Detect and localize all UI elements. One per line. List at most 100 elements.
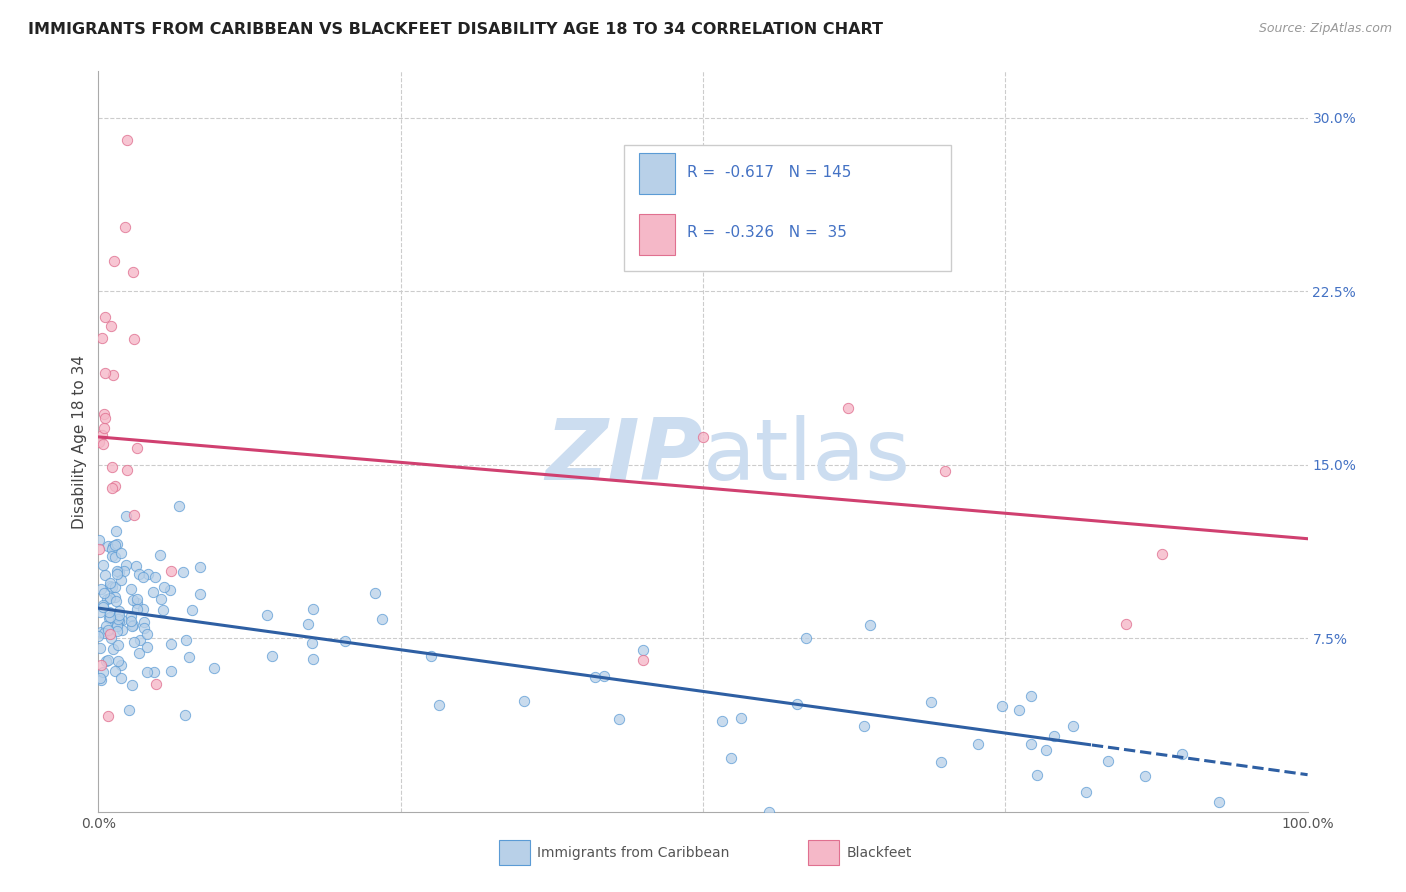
Point — [107, 654, 129, 668]
Point — [127, 597, 149, 611]
Point — [117, 133, 139, 147]
FancyBboxPatch shape — [638, 214, 675, 255]
Point — [89, 671, 111, 685]
Point — [692, 430, 714, 444]
Point — [152, 603, 174, 617]
Point — [101, 541, 124, 556]
Point — [89, 605, 111, 619]
Point — [101, 460, 124, 475]
Point — [159, 582, 181, 597]
Point — [934, 464, 956, 478]
Point — [124, 508, 146, 523]
Y-axis label: Disability Age 18 to 34: Disability Age 18 to 34 — [72, 354, 87, 529]
Point — [101, 539, 124, 553]
Point — [104, 538, 127, 552]
Point — [93, 626, 115, 640]
Point — [720, 750, 742, 764]
Text: R =  -0.617   N = 145: R = -0.617 N = 145 — [688, 164, 852, 179]
Point — [145, 677, 167, 691]
Point — [107, 608, 129, 623]
Point — [153, 580, 176, 594]
Point — [607, 712, 630, 726]
Point — [149, 548, 172, 562]
Point — [108, 604, 131, 618]
Point — [94, 366, 117, 380]
Point — [121, 593, 143, 607]
Point — [1170, 747, 1192, 761]
Point — [1062, 719, 1084, 733]
Point — [172, 565, 194, 579]
Point — [136, 665, 159, 679]
Point — [128, 646, 150, 660]
Point — [181, 603, 204, 617]
Point — [297, 617, 319, 632]
Point — [98, 627, 121, 641]
Point — [1097, 754, 1119, 768]
Point — [105, 594, 128, 608]
Point — [105, 537, 128, 551]
Point — [93, 586, 115, 600]
Point — [1133, 769, 1156, 783]
Point — [122, 617, 145, 632]
Point — [143, 665, 166, 680]
Point — [97, 623, 120, 637]
Point — [108, 614, 131, 628]
Point — [859, 618, 882, 632]
Point — [91, 665, 114, 679]
Point — [117, 463, 139, 477]
Point — [98, 579, 121, 593]
Point — [128, 567, 150, 582]
Point — [91, 437, 114, 451]
Point — [110, 671, 132, 685]
Point — [202, 661, 225, 675]
Point — [98, 610, 121, 624]
Point — [111, 613, 134, 627]
Text: Immigrants from Caribbean: Immigrants from Caribbean — [537, 846, 730, 860]
Point — [794, 632, 817, 646]
Point — [302, 651, 325, 665]
Point — [89, 533, 111, 548]
Point — [333, 633, 356, 648]
Text: IMMIGRANTS FROM CARIBBEAN VS BLACKFEET DISABILITY AGE 18 TO 34 CORRELATION CHART: IMMIGRANTS FROM CARIBBEAN VS BLACKFEET D… — [28, 22, 883, 37]
Text: Source: ZipAtlas.com: Source: ZipAtlas.com — [1258, 22, 1392, 36]
Point — [110, 573, 132, 587]
Point — [107, 639, 129, 653]
Point — [188, 587, 211, 601]
Point — [837, 401, 859, 416]
Point — [370, 612, 392, 626]
Point — [104, 479, 127, 493]
Point — [513, 694, 536, 708]
Point — [142, 585, 165, 599]
Point — [931, 755, 953, 769]
Point — [583, 670, 606, 684]
Point — [920, 695, 942, 709]
Point — [98, 576, 121, 591]
Point — [758, 805, 780, 819]
Point — [129, 633, 152, 648]
Point — [110, 658, 132, 673]
Point — [90, 673, 112, 688]
Point — [592, 668, 614, 682]
Point — [169, 500, 191, 514]
Point — [852, 719, 875, 733]
Point — [121, 264, 143, 278]
Point — [110, 546, 132, 560]
Point — [427, 698, 450, 712]
Bar — [624, 145, 950, 271]
Point — [97, 653, 120, 667]
Point — [1208, 796, 1230, 810]
Point — [101, 481, 124, 495]
Point — [177, 650, 200, 665]
Point — [104, 665, 127, 679]
Point — [101, 580, 124, 594]
Point — [114, 508, 136, 523]
Point — [94, 568, 117, 582]
Point — [118, 703, 141, 717]
Point — [125, 591, 148, 606]
Point — [94, 310, 117, 324]
Point — [100, 318, 122, 333]
Point — [121, 619, 143, 633]
Text: ZIP: ZIP — [546, 415, 703, 498]
Point — [87, 629, 110, 643]
Point — [97, 611, 120, 625]
